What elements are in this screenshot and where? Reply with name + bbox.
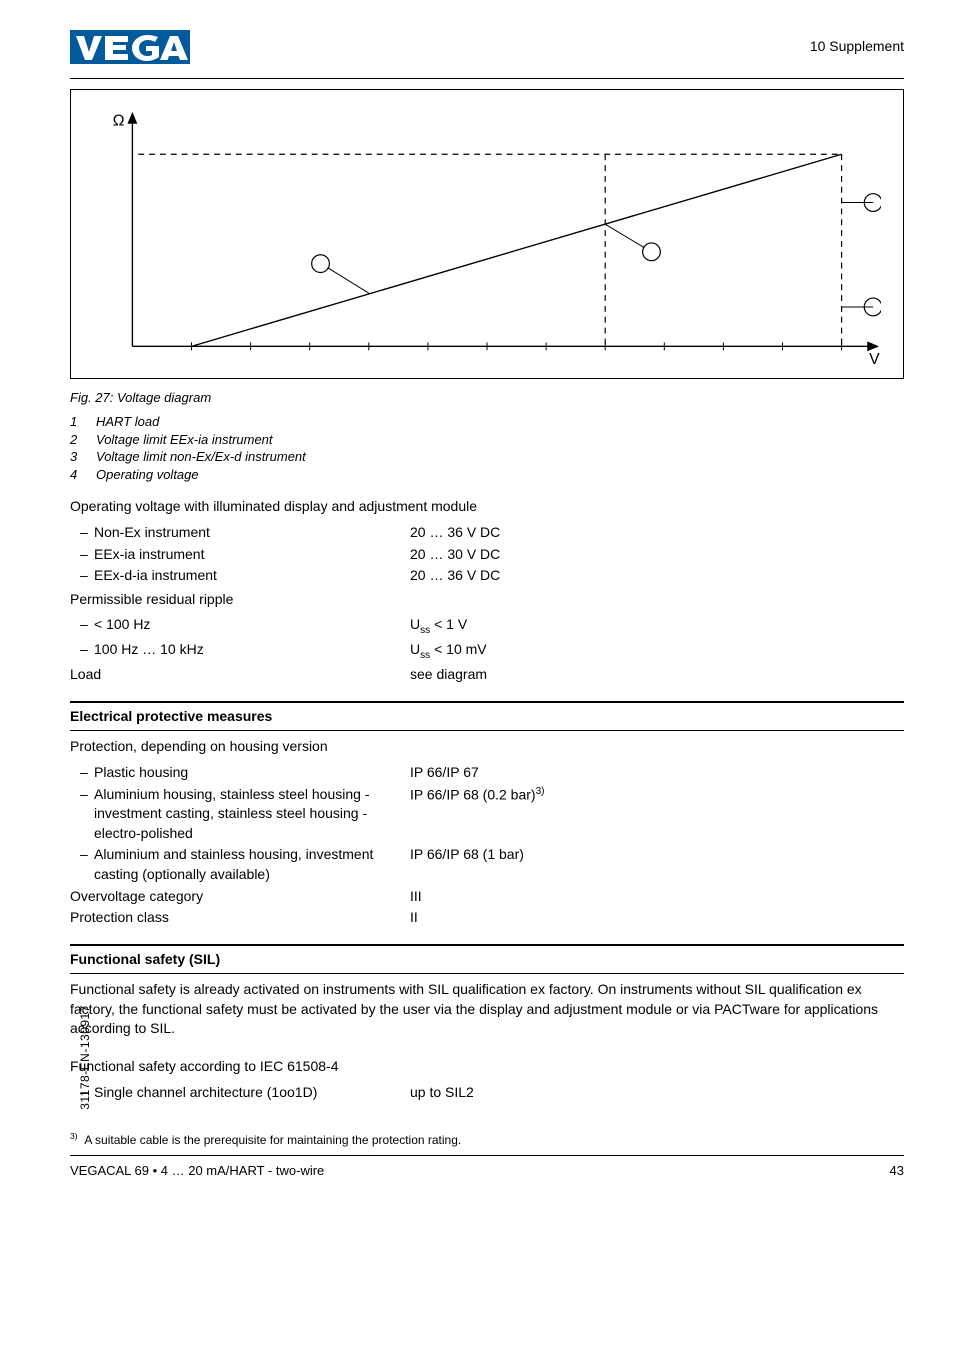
spec-value: up to SIL2	[410, 1083, 904, 1103]
footer-rule	[70, 1155, 904, 1156]
spec-label: EEx-d-ia instrument	[94, 567, 217, 583]
spec-value: 20 … 30 V DC	[410, 545, 904, 565]
spec-label: Load	[70, 665, 410, 685]
figure-legend: 1HART load 2Voltage limit EEx-ia instrum…	[70, 413, 904, 483]
y-axis-label: Ω	[113, 113, 125, 130]
spec-value: see diagram	[410, 665, 904, 685]
section-epm: Electrical protective measures	[70, 701, 904, 732]
spec-value: III	[410, 887, 904, 907]
footer-page: 43	[890, 1162, 904, 1180]
spec-value: IP 66/IP 68 (0.2 bar)3)	[410, 785, 904, 805]
figure-caption: Fig. 27: Voltage diagram	[70, 389, 904, 407]
footnote: 3) A suitable cable is the prerequisite …	[70, 1130, 904, 1149]
x-axis-label: V	[869, 351, 880, 368]
spec-value: IP 66/IP 67	[410, 763, 904, 783]
spec-label: Single channel architecture (1oo1D)	[94, 1084, 317, 1100]
footer-left: VEGACAL 69 • 4 … 20 mA/HART - two-wire	[70, 1162, 324, 1180]
voltage-diagram: Ω V	[70, 89, 904, 379]
spec-label: Non-Ex instrument	[94, 524, 210, 540]
spec-label: < 100 Hz	[94, 616, 150, 632]
spec-label: Aluminium housing, stainless steel housi…	[94, 785, 394, 844]
chart-svg: Ω V	[93, 108, 881, 368]
sil-body: Functional safety is already activated o…	[70, 980, 904, 1039]
spec-value: 20 … 36 V DC	[410, 523, 904, 543]
spec-value: IP 66/IP 68 (1 bar)	[410, 845, 904, 865]
doc-id-vertical: 31178-EN-130917	[77, 1006, 94, 1111]
spec-label: Aluminium and stainless housing, investm…	[94, 845, 394, 884]
spec-value: II	[410, 908, 904, 928]
spec-label: Protection class	[70, 908, 410, 928]
ripple-intro: Permissible residual ripple	[70, 590, 904, 610]
spec-label: EEx-ia instrument	[94, 546, 204, 562]
spec-value: Uss < 10 mV	[410, 640, 904, 663]
vega-logo	[70, 30, 190, 64]
header-rule	[70, 78, 904, 79]
spec-value: Uss < 1 V	[410, 615, 904, 638]
spec-label: 100 Hz … 10 kHz	[94, 641, 204, 657]
spec-value: 20 … 36 V DC	[410, 566, 904, 586]
spec-label: Plastic housing	[94, 764, 188, 780]
section-sil: Functional safety (SIL)	[70, 944, 904, 975]
epm-intro: Protection, depending on housing version	[70, 737, 904, 757]
spec-label: Overvoltage category	[70, 887, 410, 907]
header-section: 10 Supplement	[810, 37, 904, 57]
sil-intro: Functional safety according to IEC 61508…	[70, 1057, 904, 1077]
opvoltage-intro: Operating voltage with illuminated displ…	[70, 497, 904, 517]
